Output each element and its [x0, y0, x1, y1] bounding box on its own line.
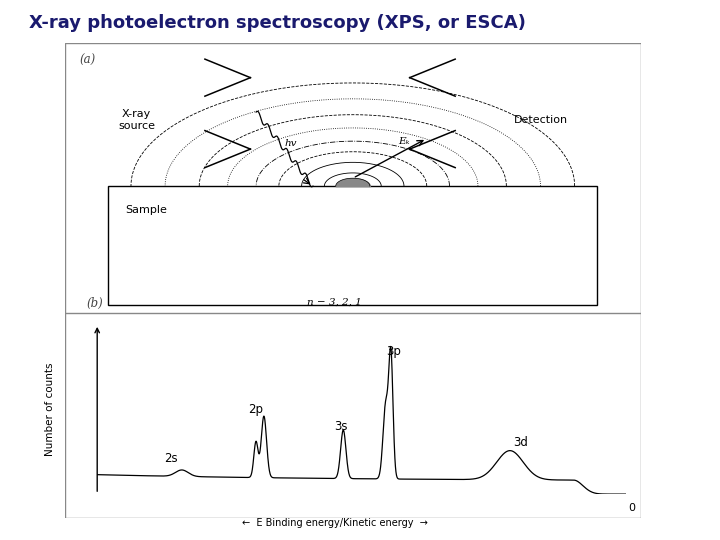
Text: X-ray photoelectron spectroscopy (XPS, or ESCA): X-ray photoelectron spectroscopy (XPS, o… — [29, 14, 526, 31]
Text: X-ray
source: X-ray source — [118, 109, 155, 131]
Text: Sample: Sample — [125, 205, 167, 215]
Text: 3p: 3p — [386, 345, 401, 358]
Text: 3s: 3s — [334, 420, 347, 433]
Text: 0: 0 — [628, 503, 635, 512]
Bar — [108, 186, 598, 305]
Text: (b): (b) — [86, 298, 104, 310]
Text: 2s: 2s — [164, 452, 178, 465]
Text: Number of counts: Number of counts — [45, 362, 55, 456]
Text: (a): (a) — [80, 54, 96, 67]
Text: 2p: 2p — [248, 403, 264, 416]
Text: hv: hv — [284, 139, 297, 148]
Text: Detection: Detection — [513, 115, 567, 125]
Text: 3d: 3d — [513, 436, 528, 449]
Text: Eₖ: Eₖ — [398, 138, 410, 146]
Text: n − 3, 2, 1: n − 3, 2, 1 — [307, 298, 362, 307]
Text: ←  E Binding energy/Kinetic energy  →: ← E Binding energy/Kinetic energy → — [243, 518, 428, 528]
